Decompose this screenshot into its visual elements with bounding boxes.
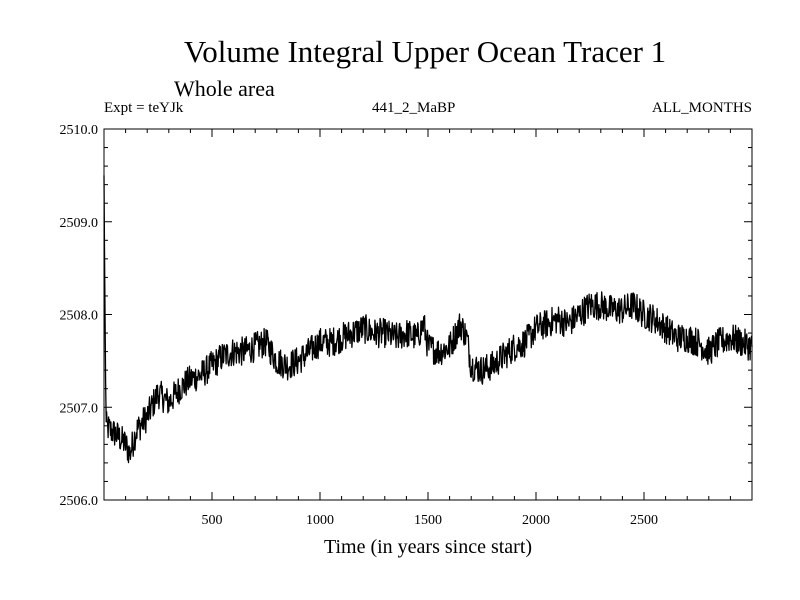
x-tick-label: 1000 — [306, 513, 334, 528]
y-tick-label: 2510.0 — [60, 123, 99, 138]
plot-frame — [103, 128, 753, 501]
experiment-label: Expt = teYJk — [104, 100, 184, 116]
chart-subtitle: Whole area — [174, 76, 275, 101]
x-tick-label: 2500 — [630, 513, 658, 528]
x-tick-label: 500 — [202, 513, 223, 528]
y-tick-label: 2509.0 — [60, 216, 99, 231]
y-tick-label: 2507.0 — [60, 401, 99, 416]
months-label: ALL_MONTHS — [652, 100, 752, 116]
x-tick-label: 2000 — [522, 513, 550, 528]
axis-tick-labels: 500 1000 1500 2000 2500 2506.0 2507.0 2508.0 250… — [60, 123, 659, 528]
x-tick-label: 1500 — [414, 513, 442, 528]
y-tick-label: 2508.0 — [60, 309, 99, 324]
axis-ticks — [104, 129, 752, 500]
x-axis-label: Time (in years since start) — [324, 536, 532, 558]
run-label: 441_2_MaBP — [372, 100, 456, 116]
y-tick-label: 2506.0 — [60, 494, 99, 509]
chart-title: Volume Integral Upper Ocean Tracer 1 — [183, 34, 667, 69]
series-line-tracer-1 — [103, 175, 753, 464]
